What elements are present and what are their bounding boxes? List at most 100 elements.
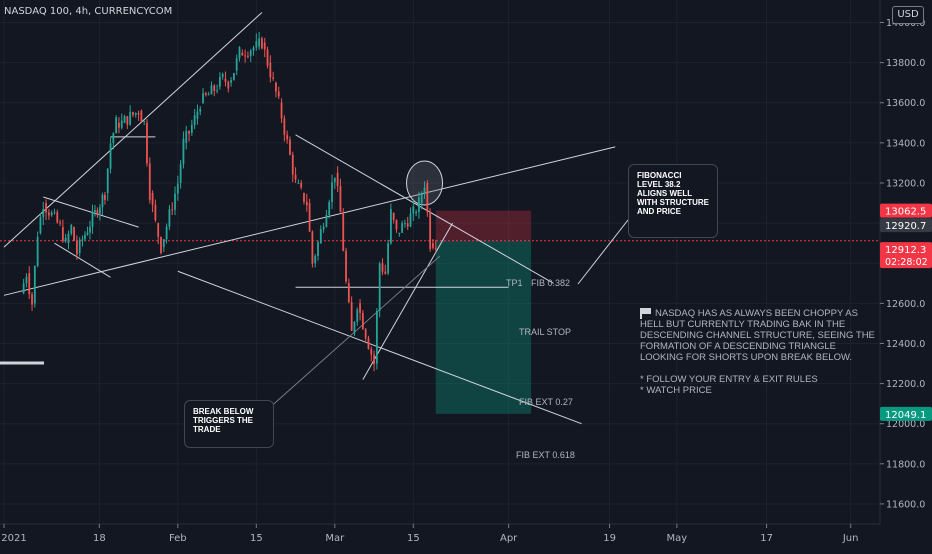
price-badge: [880, 218, 932, 233]
candle-body: [190, 125, 193, 133]
candle-body: [275, 82, 277, 92]
candle-body: [36, 236, 39, 267]
price-tick-label: 13600.0: [886, 98, 925, 109]
candle-body: [297, 182, 300, 184]
currency-button[interactable]: USD: [892, 6, 924, 24]
candle-body: [154, 204, 157, 221]
candle-body: [255, 41, 258, 48]
candle-body: [73, 227, 75, 241]
candle-body: [261, 38, 263, 49]
candle-body: [101, 194, 104, 208]
time-tick-label: Mar: [325, 533, 345, 544]
candle-body: [339, 186, 342, 213]
candle-body: [28, 273, 31, 295]
time-tick-label: 15: [250, 533, 263, 544]
candle-body: [241, 52, 244, 56]
candles: [22, 31, 437, 372]
candle-body: [291, 154, 294, 175]
candle-body: [174, 193, 176, 210]
candle-body: [22, 283, 25, 294]
candle-body: [199, 109, 202, 112]
price-tick-label: 12600.0: [886, 299, 925, 310]
candle-body: [294, 174, 297, 180]
candle-body: [42, 209, 45, 218]
time-tick-label: May: [667, 533, 688, 544]
price-badge: [880, 406, 932, 421]
price-badge-label: 12920.7: [885, 221, 926, 232]
candle-body: [429, 211, 432, 249]
candle-body: [319, 229, 322, 244]
level-label-fib-0382: FIB 0.382: [531, 278, 570, 288]
candle-body: [420, 194, 423, 204]
candle-body: [232, 73, 235, 81]
candle-body: [345, 250, 347, 282]
candle-body: [333, 177, 336, 183]
candle-body: [364, 329, 367, 339]
candle-body: [266, 49, 269, 66]
take-profit-zone: [435, 240, 532, 414]
candle-body: [193, 115, 196, 126]
price-tick-label: 12400.0: [886, 339, 925, 350]
time-tick-label: 17: [760, 533, 773, 544]
flag-icon: [640, 308, 651, 319]
candle-body: [434, 247, 437, 249]
candle-body: [146, 122, 148, 164]
candle-body: [67, 233, 70, 244]
time-tick-label: Jun: [842, 533, 859, 544]
candle-body: [213, 85, 216, 91]
trend-line: [177, 270, 582, 425]
candle-body: [78, 239, 81, 254]
candle-body: [384, 271, 387, 274]
candle-body: [39, 217, 42, 234]
candle-body: [202, 93, 204, 103]
candle-body: [61, 227, 64, 242]
candle-body: [185, 130, 188, 143]
candle-body: [70, 224, 73, 234]
trend-line: [295, 134, 554, 284]
candle-body: [123, 116, 126, 123]
candle-body: [196, 111, 199, 119]
candle-body: [353, 321, 356, 334]
analysis-note-text: NASDAQ HAS AS ALWAYS BEEN CHOPPY AS HELL…: [640, 308, 875, 363]
time-tick-label: 2021: [1, 533, 26, 544]
candle-body: [99, 207, 101, 216]
candle-body: [247, 55, 249, 57]
time-tick-label: 18: [93, 533, 106, 544]
candle-body: [342, 213, 345, 251]
time-axis: [0, 524, 932, 550]
candle-body: [25, 276, 28, 284]
price-tick-label: 13800.0: [886, 58, 925, 69]
candle-body: [216, 90, 218, 92]
candle-body: [112, 133, 115, 143]
candle-body: [94, 210, 96, 213]
candle-body: [64, 237, 67, 242]
candle-body: [81, 239, 84, 241]
candle-body: [238, 46, 241, 59]
level-label-tp1: TP1: [506, 278, 523, 288]
candle-body: [84, 234, 86, 240]
candle-body: [359, 303, 361, 313]
candle-body: [406, 223, 409, 227]
candle-body: [258, 38, 261, 47]
candle-body: [129, 112, 132, 125]
analysis-note: NASDAQ HAS AS ALWAYS BEEN CHOPPY AS HELL…: [640, 308, 880, 407]
candle-body: [401, 223, 404, 233]
level-label-trail-stop: TRAIL STOP: [519, 327, 571, 337]
candle-body: [126, 116, 129, 125]
candle-body: [252, 47, 255, 51]
candle-body: [104, 194, 106, 200]
break-connector: [257, 255, 441, 419]
candle-body: [50, 212, 53, 216]
candle-body: [392, 213, 395, 220]
candle-body: [221, 74, 224, 77]
candle-body: [118, 122, 120, 128]
candle-body: [59, 222, 61, 224]
symbol-title[interactable]: NASDAQ 100, 4h, CURRENCYCOM: [4, 6, 173, 17]
candle-body: [165, 226, 168, 240]
candle-body: [75, 240, 78, 255]
candle-body: [325, 215, 328, 227]
candle-body: [106, 168, 109, 194]
candle-body: [235, 58, 238, 71]
